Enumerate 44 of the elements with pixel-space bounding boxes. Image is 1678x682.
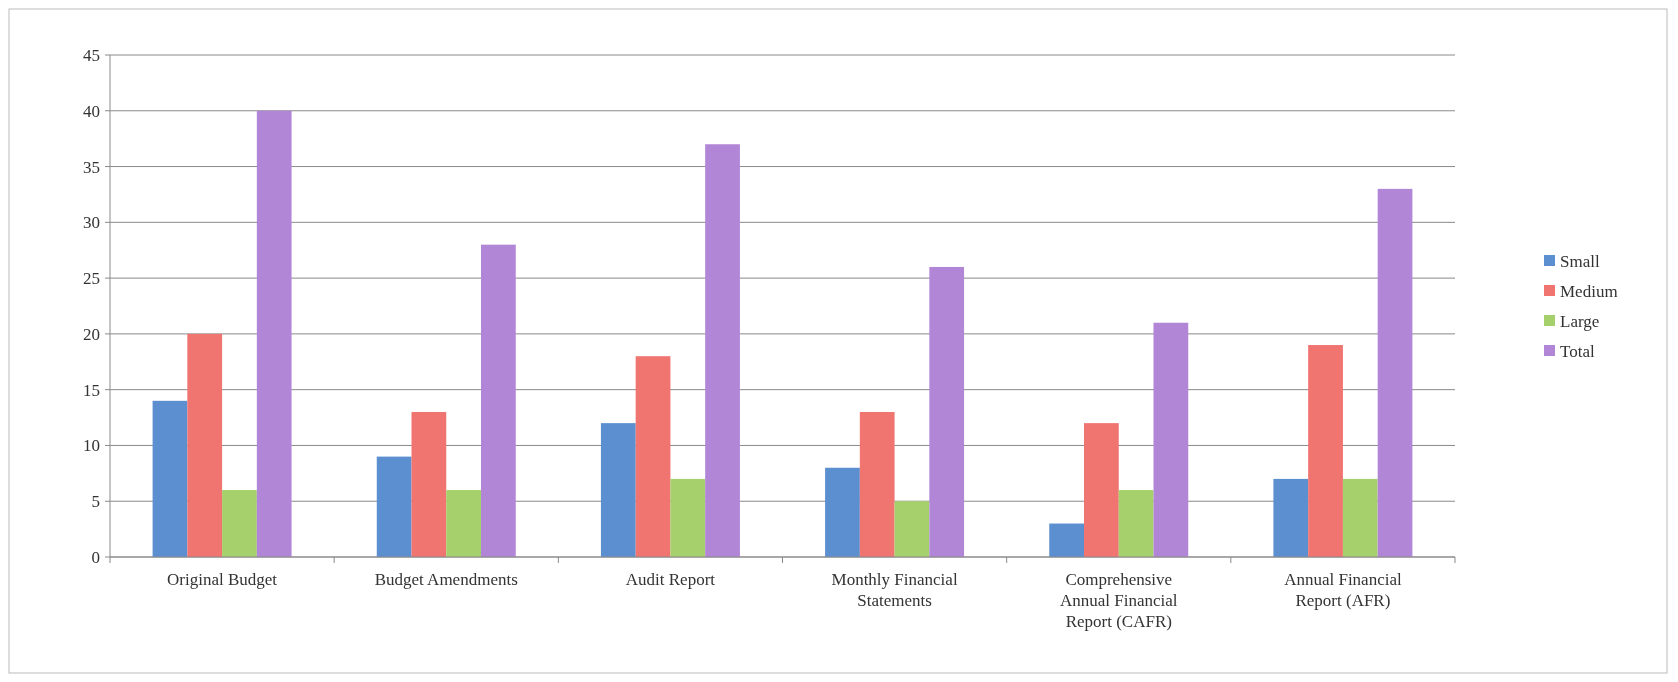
y-tick-label: 45 xyxy=(83,45,100,65)
x-tick-label: Budget Amendments xyxy=(374,570,518,589)
legend-label: Large xyxy=(1560,311,1600,331)
bar xyxy=(446,490,481,557)
x-tick-label: Annual Financial Report (AFR) xyxy=(1284,570,1402,610)
y-tick-label: 5 xyxy=(91,492,100,512)
x-tick-label: Comprehensive Annual Financial Report (CAFR) xyxy=(1059,570,1178,631)
bar xyxy=(152,400,188,557)
y-tick-label: 30 xyxy=(83,213,100,233)
bar xyxy=(929,266,965,557)
legend-label: Medium xyxy=(1560,281,1618,301)
legend-label: Total xyxy=(1560,341,1595,361)
y-tick-label: 15 xyxy=(83,380,100,400)
x-tick-label: Monthly Financial Statements xyxy=(831,570,958,610)
bar xyxy=(1342,478,1378,557)
bar xyxy=(600,423,636,557)
bar xyxy=(635,356,671,557)
y-tick-label: 10 xyxy=(83,436,100,456)
bar xyxy=(1308,345,1343,557)
bar xyxy=(376,456,412,557)
bar xyxy=(894,501,930,557)
y-tick-label: 40 xyxy=(83,101,100,121)
bar xyxy=(256,110,292,557)
bar xyxy=(1273,478,1309,557)
y-tick-label: 20 xyxy=(83,324,100,344)
bar xyxy=(1118,490,1154,557)
legend-label: Small xyxy=(1560,251,1600,271)
y-tick-label: 25 xyxy=(83,269,100,289)
x-tick-label: Original Budget xyxy=(167,570,278,589)
bar xyxy=(859,411,895,557)
bar xyxy=(187,333,223,557)
bar xyxy=(670,478,706,557)
bar xyxy=(705,144,740,557)
bar xyxy=(1049,523,1085,557)
bar xyxy=(481,244,516,557)
bar xyxy=(1153,322,1189,557)
x-tick-label: Audit Report xyxy=(625,570,716,589)
y-tick-label: 35 xyxy=(83,157,100,177)
y-tick-label: 0 xyxy=(91,547,100,567)
bar xyxy=(1084,423,1119,557)
bar xyxy=(411,411,447,557)
bar xyxy=(825,467,860,557)
bar xyxy=(1377,188,1413,557)
bar xyxy=(222,490,257,557)
